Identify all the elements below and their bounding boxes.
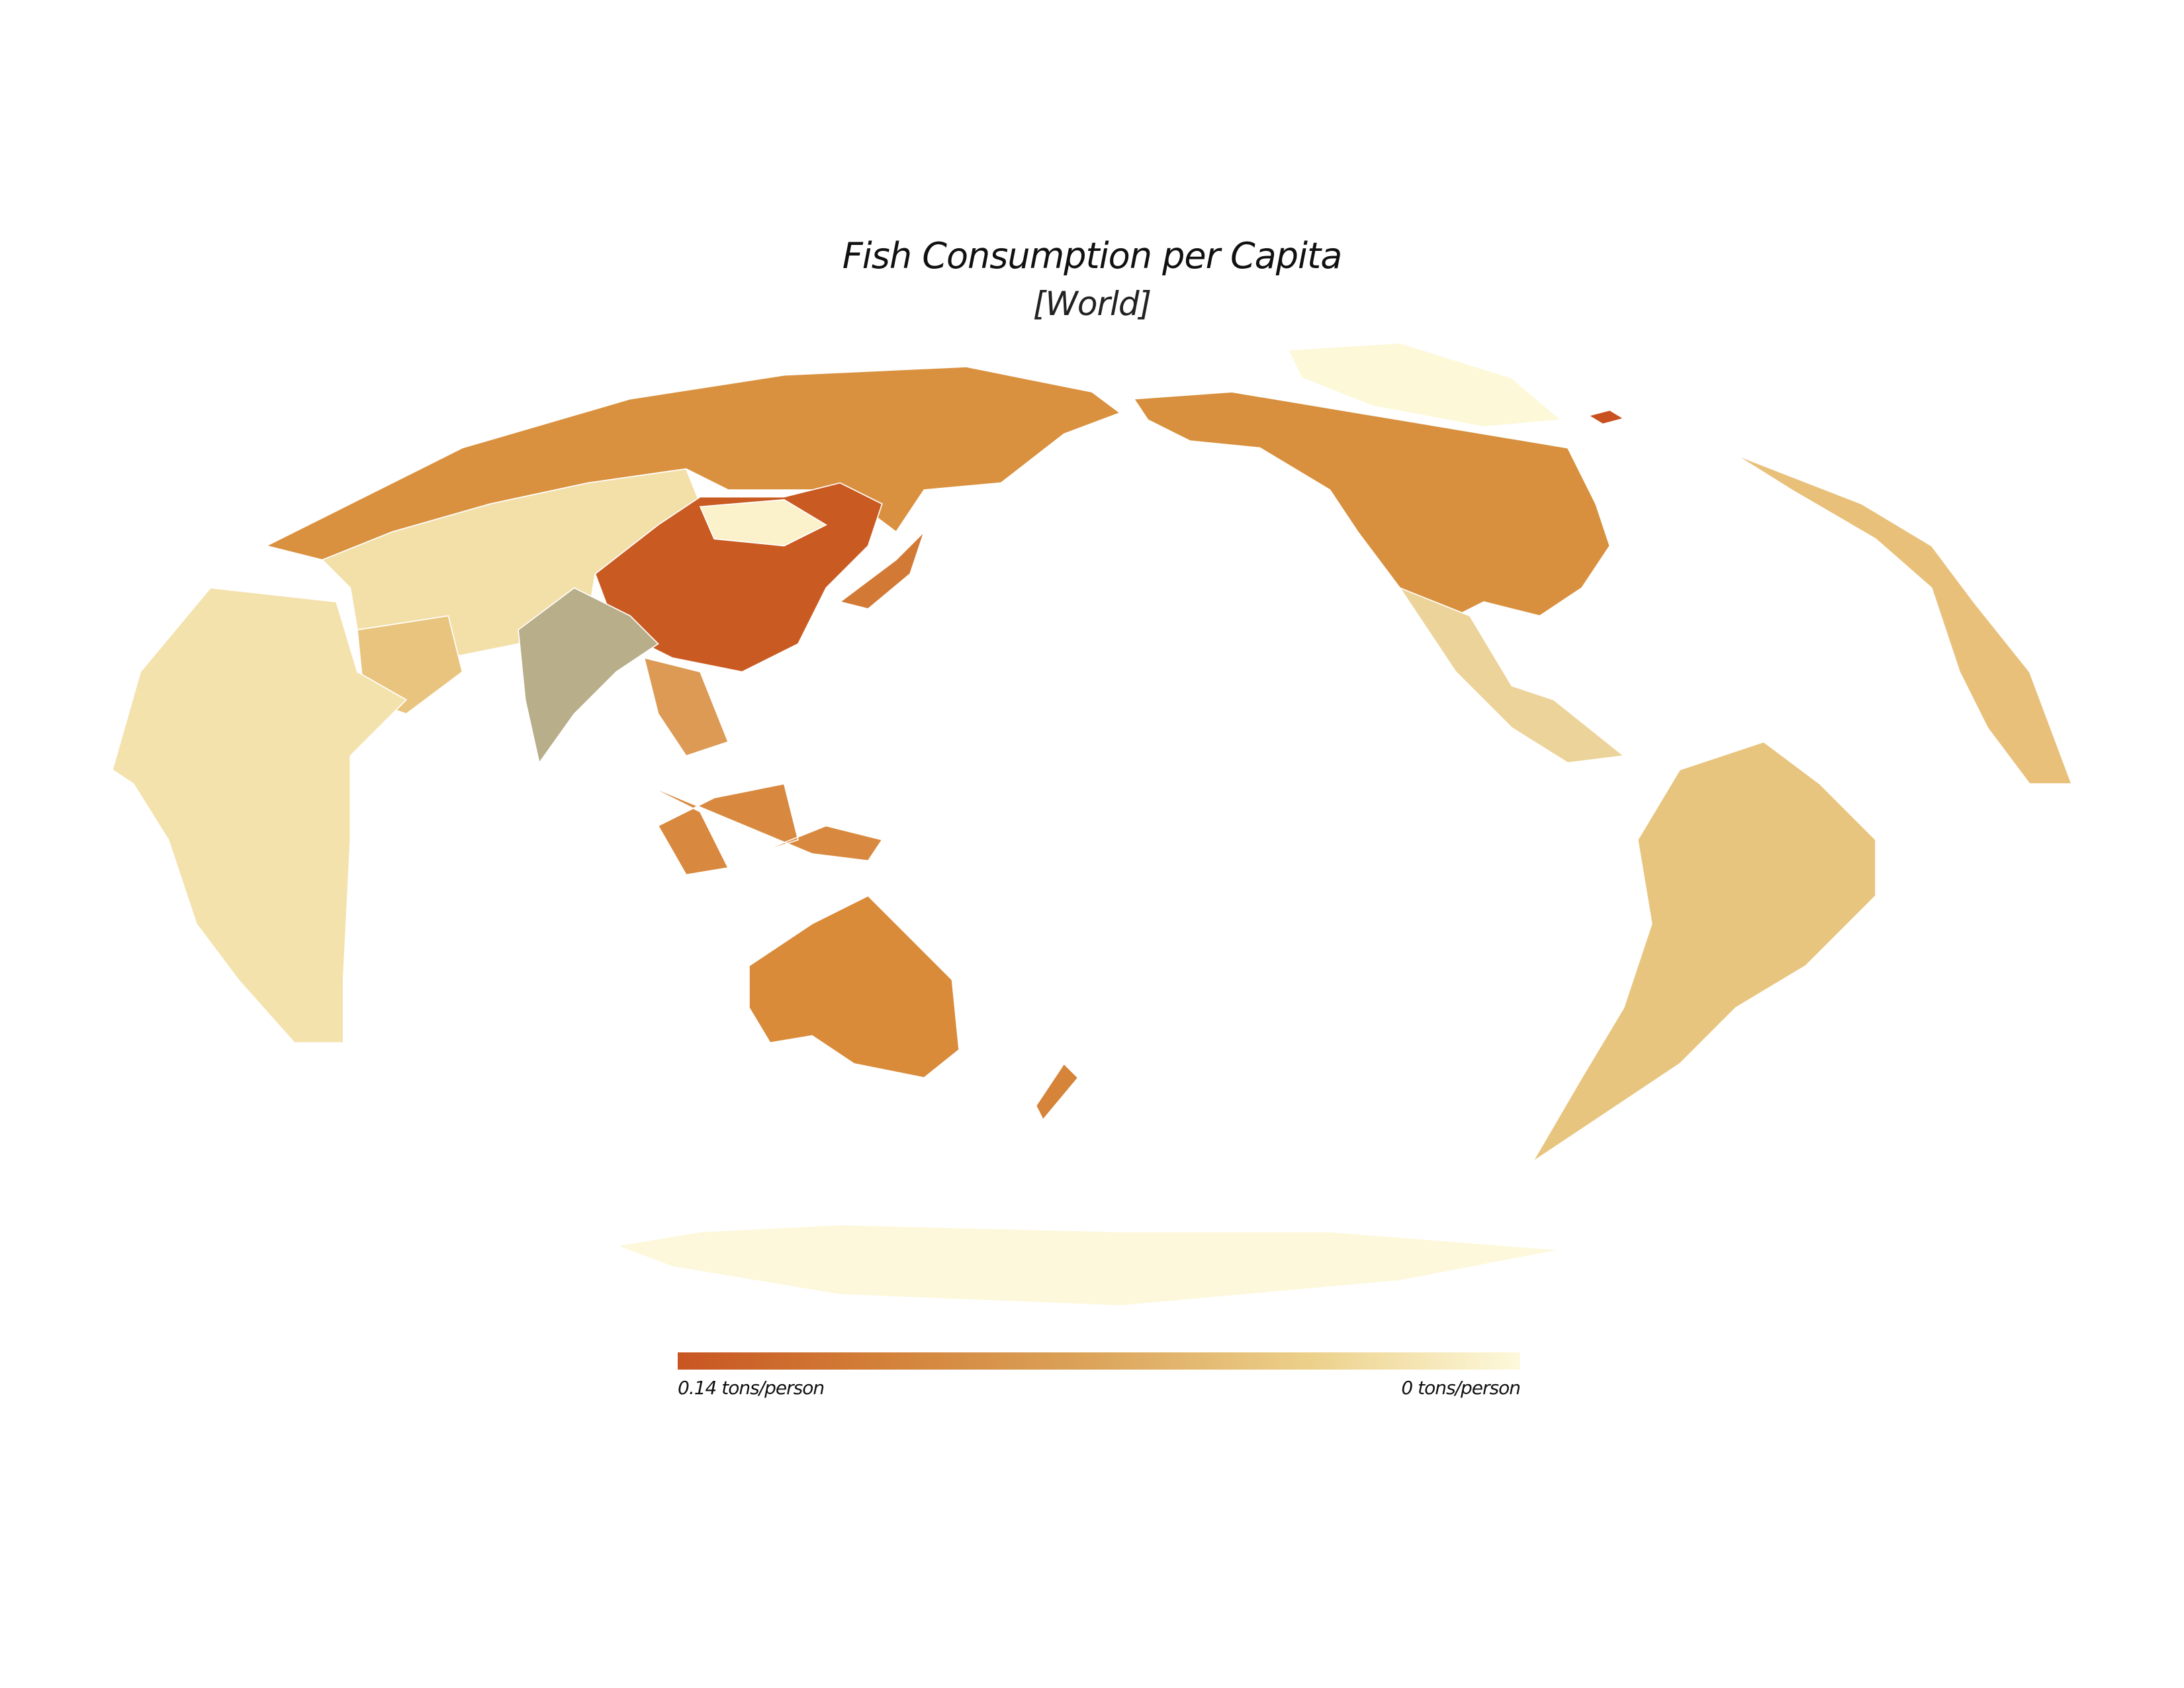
region-india <box>518 587 659 765</box>
region-iceland <box>1587 409 1625 425</box>
region-indonesia <box>644 783 884 876</box>
region-south-america <box>1532 741 1876 1162</box>
region-europe <box>1735 454 2073 784</box>
region-antarctica <box>614 1224 1561 1307</box>
region-mongolia <box>699 498 828 547</box>
region-north-america <box>1132 391 1611 617</box>
region-greenland <box>1287 342 1563 428</box>
region-japan <box>839 531 925 610</box>
region-australia <box>749 895 960 1079</box>
region-africa <box>111 587 408 1044</box>
region-new-zealand <box>1035 1062 1079 1121</box>
legend-max-label: 0.14 tons/person <box>678 1377 825 1399</box>
legend-color-bar <box>678 1352 1520 1370</box>
map-title: Fish Consumption per Capita <box>842 235 1343 277</box>
region-mexico-central-america <box>1398 586 1625 764</box>
legend-min-label: 0 tons/person <box>1401 1377 1521 1399</box>
map-subtitle: [World] <box>1032 285 1152 323</box>
region-southeast-asia <box>643 657 729 757</box>
